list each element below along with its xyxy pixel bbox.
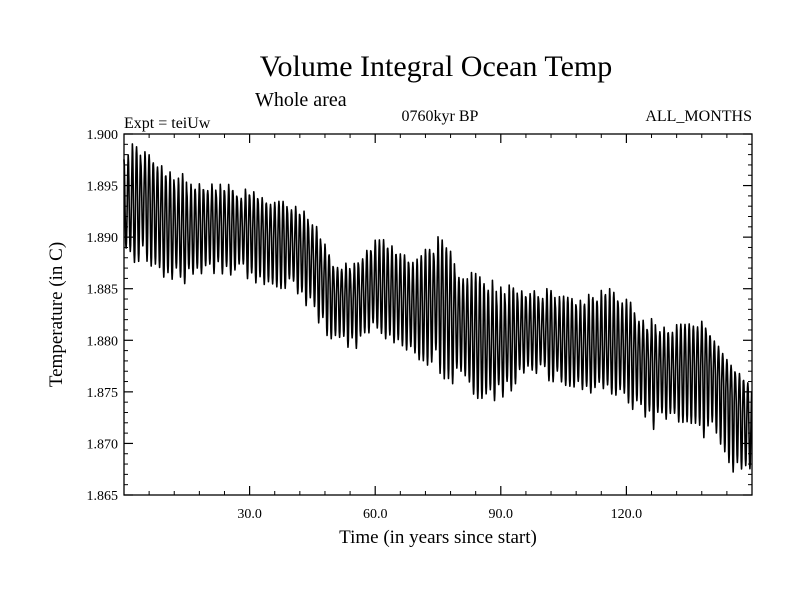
x-tick-label: 120.0 xyxy=(611,507,643,522)
data-series-line xyxy=(123,143,753,473)
y-tick-label: 1.875 xyxy=(87,386,119,401)
y-tick-label: 1.890 xyxy=(87,231,119,246)
chart-title: Volume Integral Ocean Temp xyxy=(260,50,613,83)
months-label: ALL_MONTHS xyxy=(645,108,752,125)
axis-ticks: 30.0 60.0 90.0 120.0 1.865 1.870 1.875 1.880 1.8… xyxy=(87,128,752,522)
y-tick-label: 1.895 xyxy=(87,180,119,195)
plot-frame xyxy=(123,133,753,496)
y-tick-label: 1.900 xyxy=(87,128,119,143)
y-tick-label: 1.865 xyxy=(87,489,119,504)
x-tick-label: 90.0 xyxy=(489,507,514,522)
x-axis-label: Time (in years since start) xyxy=(339,527,537,548)
y-axis-label: Temperature (in C) xyxy=(46,242,67,387)
y-tick-label: 1.880 xyxy=(87,334,119,349)
period-label: 0760kyr BP xyxy=(402,108,479,125)
y-tick-label: 1.885 xyxy=(87,283,119,298)
x-tick-label: 60.0 xyxy=(363,507,388,522)
experiment-label: Expt = teiUw xyxy=(124,115,211,132)
temperature-series-line xyxy=(123,143,753,473)
y-tick-label: 1.870 xyxy=(87,437,119,452)
x-tick-label: 30.0 xyxy=(237,507,262,522)
chart-subtitle: Whole area xyxy=(255,89,347,111)
